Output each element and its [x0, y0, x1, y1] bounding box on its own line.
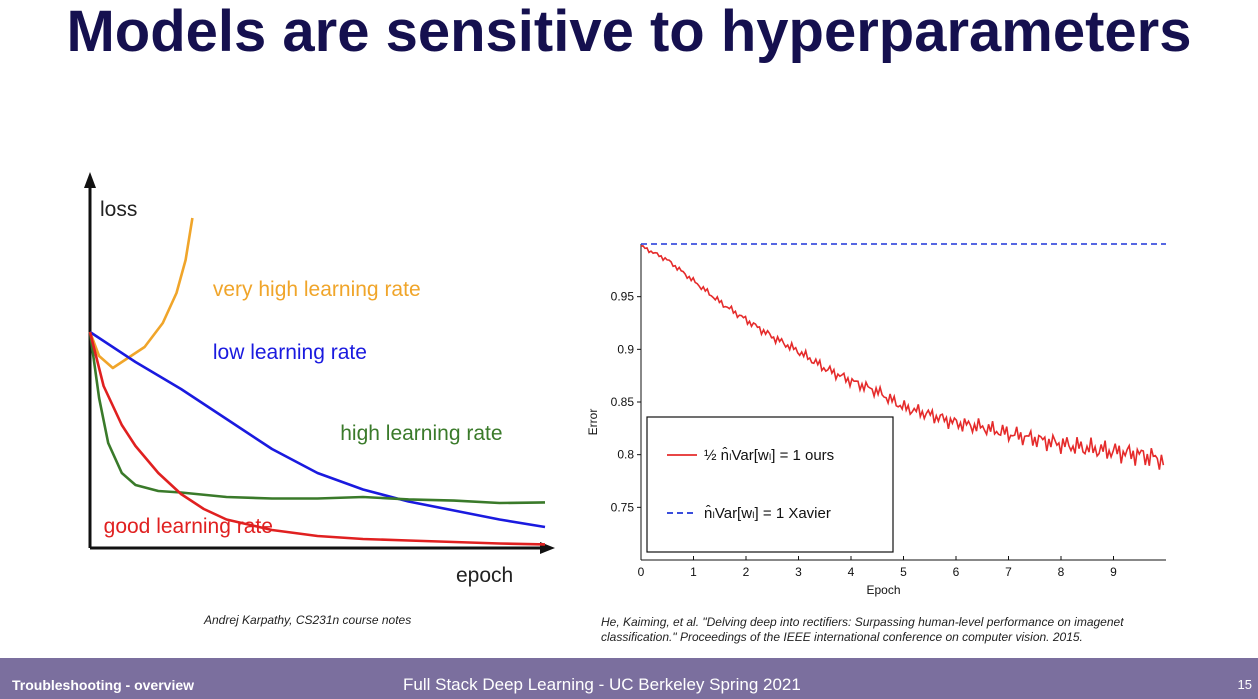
footer-course: Full Stack Deep Learning - UC Berkeley S…: [403, 675, 801, 694]
series-ours: [640, 245, 1165, 470]
footer-bar: Troubleshooting - overview Full Stack De…: [0, 658, 1258, 699]
series-very-high-learning-rate: [88, 217, 194, 370]
y-tick-label: 0.75: [611, 500, 635, 514]
x-tick-label: 4: [848, 565, 855, 579]
x-tick-label: 9: [1110, 565, 1117, 579]
label-very-high-learning-rate: very high learning rate: [213, 278, 421, 301]
y-axis-arrow: [84, 172, 96, 188]
x-tick-label: 3: [795, 565, 802, 579]
legend-label-ours: ½ n̂ₗVar[wₗ] = 1 ours: [704, 447, 834, 464]
series-low-learning-rate: [89, 330, 546, 529]
x-tick-label: 6: [953, 565, 960, 579]
y-tick-label: 0.85: [611, 395, 635, 409]
x-tick-label: 1: [690, 565, 697, 579]
x-tick-label: 0: [638, 565, 645, 579]
y-tick-label: 0.9: [617, 342, 634, 356]
y-tick-label: 0.95: [611, 290, 635, 304]
legend: ½ n̂ₗVar[wₗ] = 1 ours n̂ₗVar[wₗ] = 1 Xavi…: [646, 416, 894, 553]
x-axis-label: Epoch: [866, 583, 900, 597]
footer-section: Troubleshooting - overview: [12, 677, 195, 693]
x-tick-label: 5: [900, 565, 907, 579]
legend-label-xavier: n̂ₗVar[wₗ] = 1 Xavier: [704, 505, 831, 522]
right-figure-citation: He, Kaiming, et al. "Delving deep into r…: [601, 615, 1124, 644]
x-axis-label: epoch: [456, 564, 513, 587]
loss-curves-chart: loss epoch very high learning rate low lear…: [84, 172, 555, 587]
label-good-learning-rate: good learning rate: [104, 515, 273, 538]
x-tick-label: 2: [743, 565, 750, 579]
y-tick-label: 0.8: [617, 448, 634, 462]
error-vs-epoch-chart: 0.75 0.8 0.85 0.9 0.95 0 1 2 3 4 5 6 7 8 9 Epoch Error ½ …: [586, 243, 1166, 597]
slide-title: Models are sensitive to hyperparameters: [66, 0, 1192, 64]
footer-page-number: 15: [1237, 677, 1252, 692]
series-high-learning-rate: [88, 331, 546, 505]
x-tick-label: 7: [1005, 565, 1012, 579]
left-figure-citation: Andrej Karpathy, CS231n course notes: [204, 613, 412, 627]
legend-box: [646, 416, 894, 553]
label-low-learning-rate: low learning rate: [213, 341, 367, 364]
x-tick-label: 8: [1058, 565, 1065, 579]
y-axis-label: loss: [100, 198, 137, 221]
series-good-learning-rate: [88, 331, 546, 546]
label-high-learning-rate: high learning rate: [340, 422, 502, 445]
y-axis-label: Error: [586, 409, 600, 436]
